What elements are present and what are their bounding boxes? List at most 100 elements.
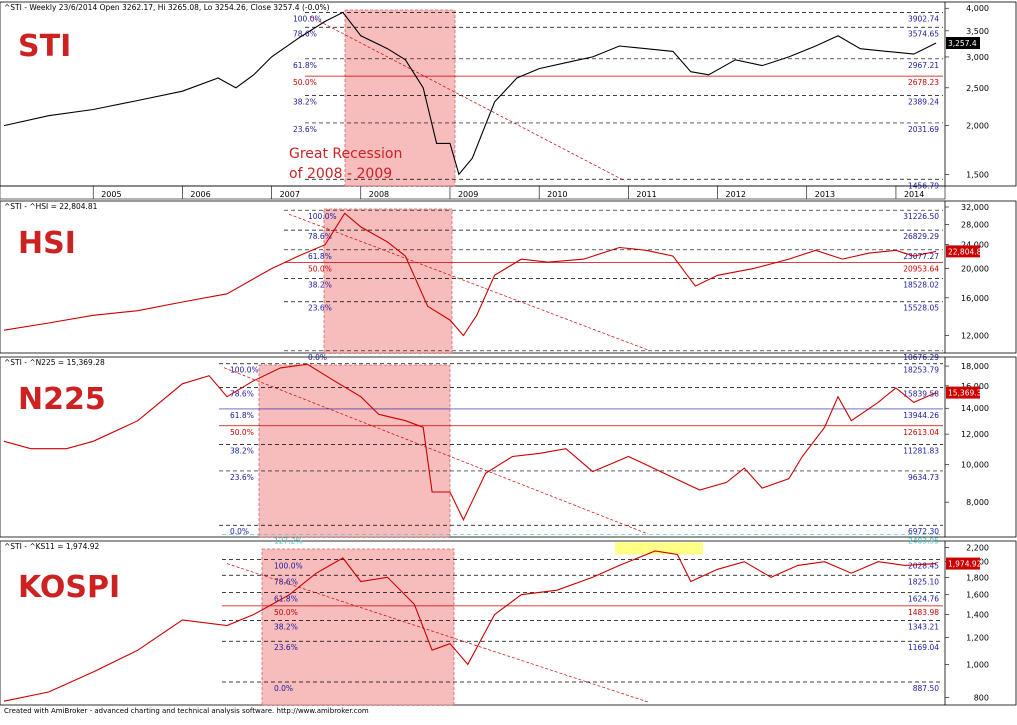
fib-pct-label-2: 78.6% bbox=[274, 577, 298, 586]
fib-value-label-2: 23077.27 bbox=[903, 252, 939, 261]
trend-line bbox=[309, 16, 626, 182]
footer-credit: Created with AmiBroker - advanced charti… bbox=[4, 707, 369, 715]
fib-value-label-6: 6972.30 bbox=[908, 527, 939, 536]
last-value-badge bbox=[946, 37, 980, 50]
fib-value-label-3: 20953.64 bbox=[903, 264, 939, 273]
fib-pct-label-0: 127.2% bbox=[274, 536, 303, 545]
fib-value-label-2: 13944.26 bbox=[903, 411, 939, 420]
fib-pct-label-6: 0.0% bbox=[230, 527, 249, 536]
year-tick-label-2010: 2010 bbox=[547, 190, 567, 199]
fib-pct-label-0: 100.0% bbox=[230, 366, 259, 375]
fib-pct-label-5: 23.6% bbox=[230, 473, 254, 482]
year-tick-label-2011: 2011 bbox=[636, 190, 656, 199]
fib-value-label-4: 1483.98 bbox=[908, 608, 939, 617]
year-tick-label-2014: 2014 bbox=[904, 190, 924, 199]
last-value-badge bbox=[946, 386, 980, 399]
fib-value-label-1: 2028.45 bbox=[908, 562, 939, 571]
fib-pct-label-4: 38.2% bbox=[308, 281, 332, 290]
y-tick-label-0: 8,000 bbox=[966, 498, 989, 507]
y-tick-label-3: 24,000 bbox=[961, 241, 989, 250]
y-tick-label-4: 16,000 bbox=[961, 382, 989, 391]
price-series-line bbox=[3, 363, 937, 522]
y-tick-label-5: 1,800 bbox=[966, 573, 989, 582]
fib-pct-label-2: 61.8% bbox=[230, 411, 254, 420]
fib-value-label-0: 31226.50 bbox=[903, 212, 939, 221]
trend-line bbox=[226, 563, 649, 703]
y-tick-label-4: 1,600 bbox=[966, 591, 989, 600]
annotation-line-1: of 2008 - 2009 bbox=[289, 166, 392, 182]
fib-pct-label-3: 50.0% bbox=[308, 264, 332, 273]
fib-value-label-4: 11281.83 bbox=[903, 446, 939, 455]
y-tick-label-5: 18,000 bbox=[961, 362, 989, 371]
y-tick-label-0: 800 bbox=[974, 693, 989, 702]
recession-shade bbox=[258, 364, 451, 538]
year-tick-label-2008: 2008 bbox=[369, 190, 389, 199]
fib-value-label-3: 12613.04 bbox=[903, 428, 939, 437]
highlight-box bbox=[615, 542, 703, 555]
fib-value-label-3: 1624.76 bbox=[908, 594, 939, 603]
last-value-badge bbox=[946, 245, 980, 258]
y-tick-label-1: 16,000 bbox=[961, 294, 989, 303]
fib-pct-label-5: 38.2% bbox=[274, 623, 298, 632]
annotation-line-0: Great Recession bbox=[289, 146, 402, 162]
fib-value-label-0: 3902.74 bbox=[908, 14, 939, 23]
y-tick-label-2: 20,000 bbox=[961, 265, 989, 274]
fib-pct-label-4: 38.2% bbox=[230, 446, 254, 455]
price-series-line bbox=[3, 212, 937, 337]
fib-pct-label-3: 50.0% bbox=[293, 78, 317, 87]
fib-value-label-5: 2031.69 bbox=[908, 125, 939, 134]
panel-n225: 100.0% 18253.79 78.6% 15839.58 61.8% 13944.26… bbox=[0, 356, 1017, 538]
fib-pct-label-4: 38.2% bbox=[293, 97, 317, 106]
price-series-line bbox=[3, 11, 937, 176]
panel-header: ^STI - ^N225 = 15,369.28 bbox=[4, 358, 105, 367]
fib-pct-label-3: 61.8% bbox=[274, 594, 298, 603]
fib-value-label-2: 2967.21 bbox=[908, 61, 939, 70]
panel-big-label: STI bbox=[18, 29, 71, 64]
y-tick-label-4: 28,000 bbox=[961, 220, 989, 229]
y-tick-label-3: 1,400 bbox=[966, 611, 989, 620]
fib-pct-label-0: 100.0% bbox=[293, 14, 322, 23]
panel-header: ^STI - ^HSI = 22,804.81 bbox=[4, 202, 98, 211]
fib-value-label-7: 887.50 bbox=[913, 684, 939, 693]
fib-pct-label-2: 61.8% bbox=[308, 252, 332, 261]
fib-pct-label-5: 23.6% bbox=[293, 125, 317, 134]
panel-big-label: HSI bbox=[18, 226, 76, 261]
fib-value-label-0: 2403.95 bbox=[908, 536, 939, 545]
fib-value-label-5: 9634.73 bbox=[908, 473, 939, 482]
panel-hsi: 100.0% 31226.50 78.6% 26829.29 61.8% 23077.27… bbox=[0, 200, 1017, 362]
trend-line bbox=[288, 213, 649, 351]
year-tick-label-2009: 2009 bbox=[458, 190, 478, 199]
last-value-label: 22,804.8 bbox=[948, 247, 982, 256]
y-tick-label-1: 1,000 bbox=[966, 660, 989, 669]
y-tick-label-7: 2,200 bbox=[966, 544, 989, 553]
last-value-badge bbox=[946, 557, 980, 570]
panel-border bbox=[0, 200, 1017, 354]
fib-value-label-1: 3574.65 bbox=[908, 29, 939, 38]
y-tick-label-1: 10,000 bbox=[961, 461, 989, 470]
year-tick-label-2006: 2006 bbox=[190, 190, 210, 199]
fib-pct-label-4: 50.0% bbox=[274, 608, 298, 617]
fib-value-label-3: 2678.23 bbox=[908, 78, 939, 87]
y-tick-label-3: 3,000 bbox=[966, 53, 989, 62]
fib-pct-label-5: 23.6% bbox=[308, 304, 332, 313]
y-tick-label-2: 1,200 bbox=[966, 633, 989, 642]
y-tick-label-5: 4,000 bbox=[966, 4, 989, 13]
year-tick-label-2007: 2007 bbox=[280, 190, 300, 199]
fib-value-label-6: 1456.79 bbox=[908, 181, 939, 190]
y-tick-label-1: 2,000 bbox=[966, 122, 989, 131]
fib-value-label-6: 1169.04 bbox=[908, 643, 939, 652]
panel-border bbox=[0, 356, 1017, 538]
panel-header: ^STI - ^KS11 = 1,974.92 bbox=[4, 542, 99, 551]
fib-value-label-1: 15839.58 bbox=[903, 390, 939, 399]
recession-shade bbox=[344, 9, 456, 187]
fib-pct-label-7: 0.0% bbox=[274, 684, 293, 693]
fib-value-label-1: 26829.29 bbox=[903, 232, 939, 241]
fib-value-label-0: 18253.79 bbox=[903, 366, 939, 375]
year-tick-label-2012: 2012 bbox=[726, 190, 746, 199]
last-value-label: 1,974.92 bbox=[948, 560, 982, 569]
trend-line bbox=[223, 367, 649, 535]
fib-pct-label-6: 23.6% bbox=[274, 643, 298, 652]
